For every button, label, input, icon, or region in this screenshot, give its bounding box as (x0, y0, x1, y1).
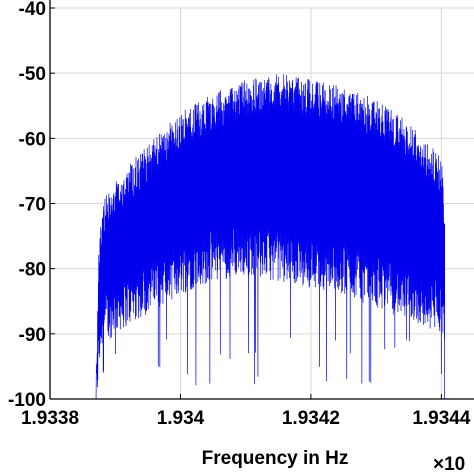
x-axis-title: Frequency in Hz (202, 448, 349, 469)
spectrum-line (50, 74, 474, 400)
y-tick-label: -50 (19, 64, 46, 85)
y-tick-labels: -100 -90 -80 -70 -60 -50 -40 (8, 0, 46, 411)
y-tick-label: -70 (19, 195, 46, 216)
y-tick-label: -40 (19, 0, 46, 20)
axes (49, 0, 474, 400)
x-axis-exponent-label: ×10 (433, 454, 465, 474)
y-tick-label: -100 (8, 390, 46, 411)
x-tick-labels: 1.9338 1.934 1.9342 1.9344 (21, 408, 471, 429)
y-tick-label: -80 (19, 260, 46, 281)
spectrum-series (50, 74, 474, 400)
x-tick-label: 1.9338 (21, 408, 79, 429)
x-tick-label: 1.934 (157, 408, 205, 429)
y-tick-label: -60 (19, 129, 46, 150)
x-tick-label: 1.9342 (282, 408, 340, 429)
x-tick-label: 1.9344 (412, 408, 471, 429)
y-tick-label: -90 (19, 325, 46, 346)
